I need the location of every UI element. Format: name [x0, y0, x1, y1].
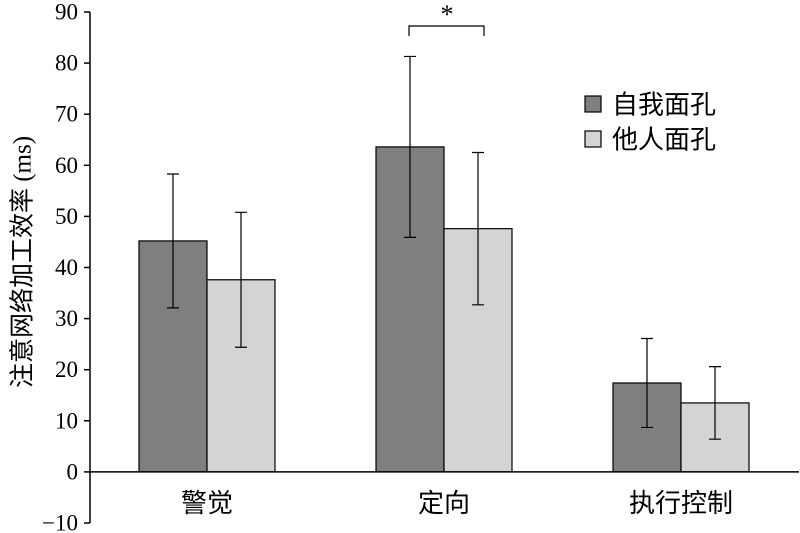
error-bar-series1-category2 [404, 55, 416, 238]
legend-swatch [584, 130, 602, 148]
significance-layer: * [408, 0, 485, 36]
legend-swatch [584, 95, 602, 113]
y-tick-label: 80 [55, 51, 78, 76]
y-tick-label: 10 [55, 408, 78, 433]
legend-label: 他人面孔 [612, 126, 716, 155]
error-bar-series2-category3 [709, 366, 721, 440]
significance-marker: * [441, 0, 454, 29]
y-tick-label: 70 [55, 102, 78, 127]
y-tick-label: 60 [55, 153, 78, 178]
axes-layer: −10 0 10 20 30 40 50 60 70 80 90 [42, 0, 799, 533]
y-tick-label: 20 [55, 357, 78, 382]
error-bar-series1-category1 [167, 173, 179, 309]
x-category-label: 警觉 [181, 489, 233, 518]
y-tick-label: 30 [55, 306, 78, 331]
significance-bracket [408, 25, 485, 36]
category-labels-layer: 警觉 定向 执行控制 [181, 489, 733, 518]
y-tick-label: 50 [55, 204, 78, 229]
y-tick-label: −10 [42, 511, 78, 533]
error-bar-series2-category1 [235, 211, 247, 348]
y-tick-label: 90 [55, 0, 78, 25]
y-tick-label: 0 [67, 459, 79, 484]
y-axis-title: 注意网络加工效率 (ms) [9, 136, 37, 388]
error-bars-layer [167, 55, 721, 440]
bars-layer [138, 146, 750, 473]
y-tick-label: 40 [55, 255, 78, 280]
x-category-label: 定向 [418, 489, 470, 518]
error-bar-series2-category2 [472, 151, 484, 306]
x-category-label: 执行控制 [629, 489, 733, 518]
error-bar-series1-category3 [641, 337, 653, 429]
legend-label: 自我面孔 [612, 91, 716, 120]
